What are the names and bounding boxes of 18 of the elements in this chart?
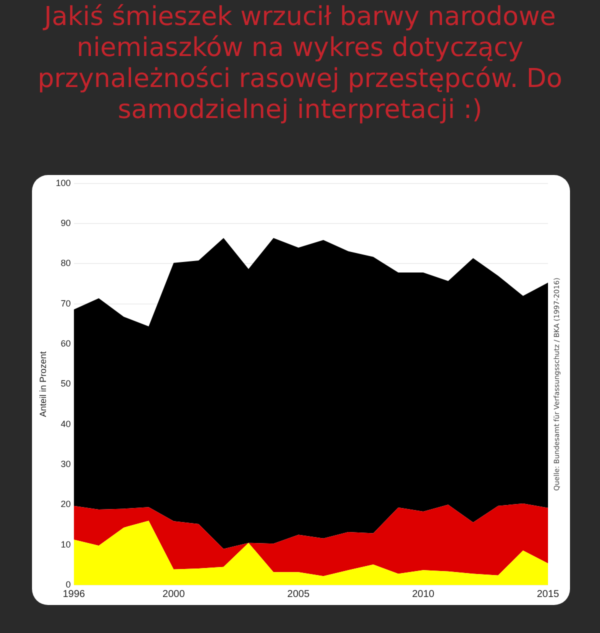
- x-tick-label: 1996: [62, 588, 86, 600]
- x-tick-label: 2000: [162, 588, 186, 600]
- y-tick-label: 30: [60, 459, 71, 470]
- y-tick-label: 70: [60, 298, 71, 308]
- y-tick-label: 40: [60, 418, 71, 429]
- y-tick-label: 10: [60, 539, 71, 550]
- y-tick-label: 0: [66, 579, 71, 590]
- x-tick-label: 2005: [287, 588, 310, 600]
- y-tick-label: 100: [56, 178, 71, 188]
- y-tick-label: 80: [60, 258, 71, 268]
- y-tick-label: 20: [60, 499, 71, 510]
- y-axis-title: Anteil in Prozent: [38, 350, 48, 417]
- x-tick-label: 2010: [412, 588, 435, 600]
- y-tick-label: 90: [60, 218, 71, 228]
- chart-title: Jakiś śmieszek wrzucił barwy narodowe niemiaszków na wykres dotyczący przynależności rasowej przestępców. Do samodzielnej interpretacji :): [36, 2, 564, 126]
- y-tick-label: 60: [60, 338, 71, 349]
- x-tick-label: 2015: [536, 588, 560, 600]
- y-tick-label: 50: [60, 378, 71, 389]
